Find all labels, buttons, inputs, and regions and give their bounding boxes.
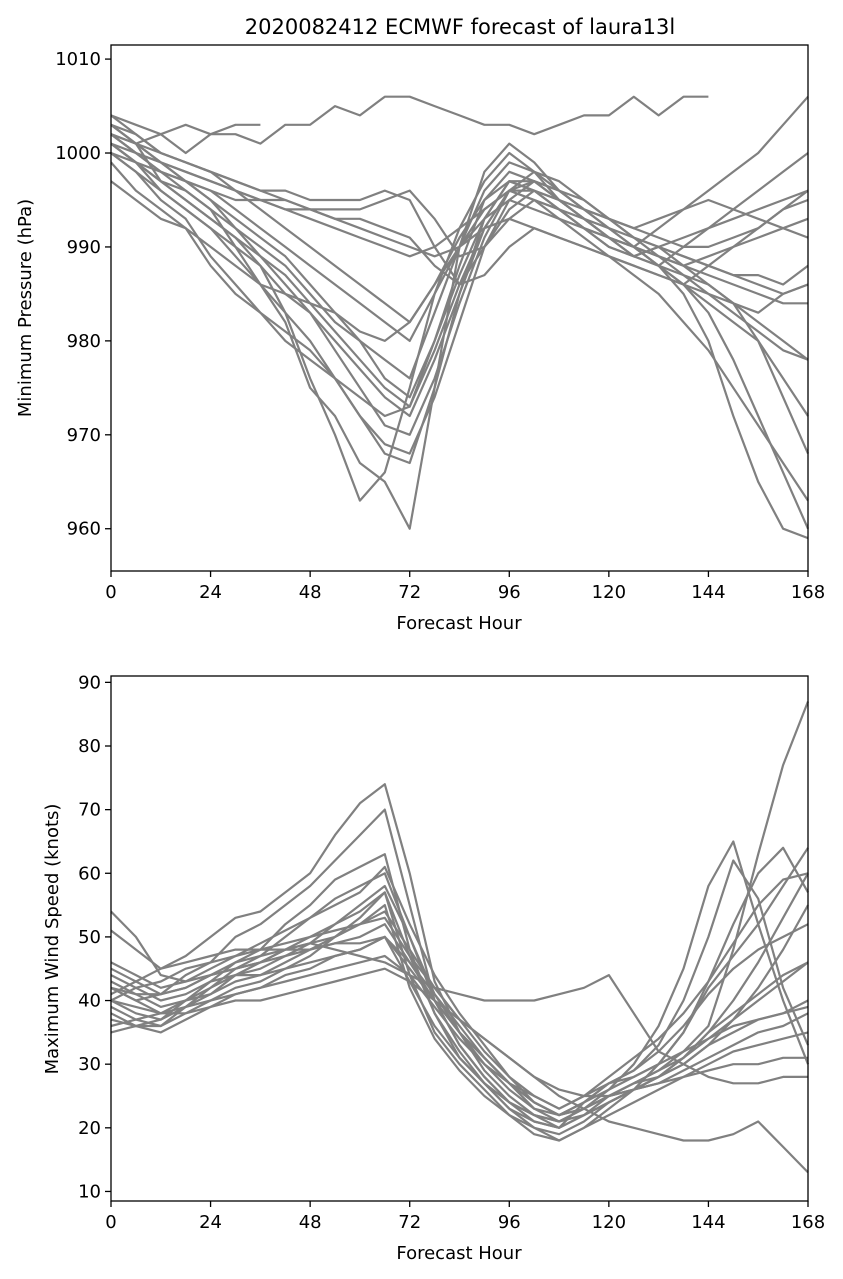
wind-y-tick-label: 30	[78, 1054, 101, 1075]
wind-x-tick-label: 72	[398, 1212, 421, 1233]
wind-series-line-10	[110, 891, 809, 1142]
pressure-series-line-16	[110, 133, 809, 399]
pressure-series-line-18	[110, 142, 809, 408]
wind-y-tick-label: 70	[78, 800, 101, 821]
pressure-y-tick-label: 970	[67, 425, 101, 446]
wind-series-line-16	[110, 910, 809, 1117]
pressure-y-ticks: 960 970 980 990 1000 1010	[55, 49, 111, 540]
wind-plot-area	[110, 701, 810, 1174]
pressure-series-line-3	[110, 95, 709, 155]
wind-y-tick-label: 60	[78, 863, 101, 884]
wind-x-tick-label: 144	[691, 1212, 725, 1233]
wind-series-line-11	[110, 910, 808, 1085]
wind-x-tick-label: 0	[105, 1212, 116, 1233]
pressure-x-tick-label: 120	[592, 582, 626, 603]
pressure-y-tick-label: 1000	[55, 143, 101, 164]
wind-panel: 0 24 48 72 96 120 144 168 10 20 30 40 50 60 70 80 90 Fo…	[42, 672, 825, 1264]
pressure-y-tick-label: 1010	[55, 49, 101, 70]
pressure-x-tick-label: 48	[299, 582, 322, 603]
wind-x-axis-label: Forecast Hour	[396, 1243, 522, 1264]
pressure-x-tick-label: 24	[199, 582, 222, 603]
pressure-axes-frame	[110, 44, 809, 572]
pressure-x-tick-label: 168	[791, 582, 825, 603]
wind-y-tick-label: 50	[78, 927, 101, 948]
wind-axes-frame	[110, 675, 809, 1202]
wind-x-tick-label: 168	[791, 1212, 825, 1233]
wind-x-tick-label: 48	[299, 1212, 322, 1233]
wind-y-tick-label: 40	[78, 991, 101, 1012]
wind-y-tick-label: 80	[78, 736, 101, 757]
pressure-series-line-8	[110, 123, 809, 324]
wind-series-line-7	[110, 954, 809, 1117]
wind-y-ticks: 10 20 30 40 50 60 70 80 90	[78, 672, 111, 1202]
wind-y-tick-label: 90	[78, 672, 101, 693]
wind-y-tick-label: 20	[78, 1118, 101, 1139]
pressure-series-line-2	[110, 114, 261, 136]
wind-x-tick-label: 120	[592, 1212, 626, 1233]
pressure-y-axis-label: Minimum Pressure (hPa)	[15, 199, 36, 417]
pressure-x-tick-label: 0	[105, 582, 116, 603]
pressure-series-line-17	[110, 151, 809, 502]
wind-series-line-17	[110, 846, 809, 1142]
wind-x-tick-label: 24	[199, 1212, 222, 1233]
wind-series-line-4	[110, 840, 810, 1123]
wind-y-tick-label: 10	[78, 1181, 101, 1202]
pressure-x-ticks: 0 24 48 72 96 120 144 168	[105, 571, 825, 603]
pressure-x-tick-label: 144	[691, 582, 725, 603]
pressure-y-tick-label: 980	[67, 331, 101, 352]
pressure-x-axis-label: Forecast Hour	[396, 613, 522, 634]
pressure-series-line-13	[110, 95, 809, 418]
pressure-y-tick-label: 990	[67, 237, 101, 258]
pressure-panel: 2020082412 ECMWF forecast of laura13l 0 2…	[15, 15, 825, 634]
pressure-series-line-20	[110, 123, 809, 436]
wind-series-line-14	[110, 935, 809, 1129]
wind-series-line-8	[110, 865, 809, 1110]
pressure-series-line-11	[110, 152, 809, 455]
pressure-series-line-5	[110, 152, 809, 540]
pressure-series-line-19	[110, 133, 809, 295]
chart-title: 2020082412 ECMWF forecast of laura13l	[245, 15, 675, 39]
pressure-x-tick-label: 72	[398, 582, 421, 603]
pressure-plot-area	[110, 95, 810, 540]
pressure-y-tick-label: 960	[67, 519, 101, 540]
wind-x-tick-label: 96	[498, 1212, 521, 1233]
pressure-x-tick-label: 96	[498, 582, 521, 603]
wind-y-axis-label: Maximum Wind Speed (knots)	[42, 804, 63, 1075]
wind-x-ticks: 0 24 48 72 96 120 144 168	[105, 1201, 825, 1233]
wind-series-line-18	[110, 935, 809, 1123]
